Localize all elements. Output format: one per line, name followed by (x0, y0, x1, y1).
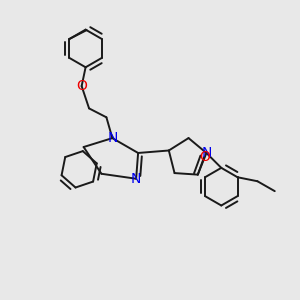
Text: N: N (201, 146, 212, 160)
Text: N: N (107, 131, 118, 145)
Text: N: N (131, 172, 141, 186)
Text: O: O (76, 79, 87, 93)
Text: O: O (199, 150, 210, 164)
